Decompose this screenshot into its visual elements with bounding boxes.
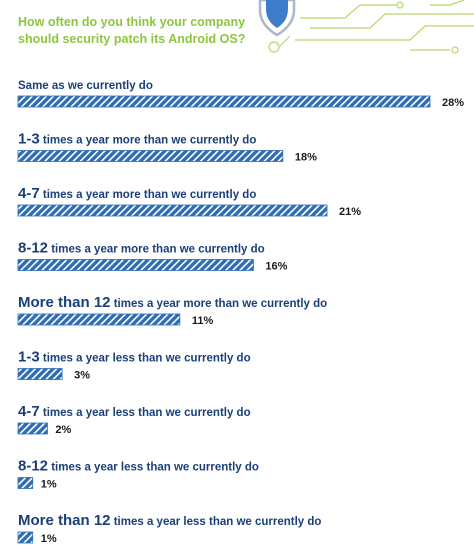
category-label-lead: More than 12 xyxy=(18,512,111,529)
category-label: Same as we currently do xyxy=(18,80,153,92)
value-label: 1% xyxy=(41,533,57,545)
category-label: 1-3 times a year less than we currently … xyxy=(18,349,251,366)
category-label-text: times a year more than we currently do xyxy=(40,189,257,201)
category-label-lead: 1-3 xyxy=(18,349,40,366)
category-label-lead: 4-7 xyxy=(18,403,40,420)
bar xyxy=(17,204,328,217)
category-label-lead: 8-12 xyxy=(18,240,48,257)
value-label: 18% xyxy=(295,152,317,164)
value-label: 1% xyxy=(41,479,57,491)
bar xyxy=(17,477,34,489)
category-label-lead: More than 12 xyxy=(18,294,111,311)
category-label-text: times a year more than we currently do xyxy=(111,298,328,310)
chart-title: How often do you think your company shou… xyxy=(18,15,246,46)
value-label: 21% xyxy=(339,206,361,218)
category-label-text: times a year less than we currently do xyxy=(48,462,259,474)
category-label: 1-3 times a year more than we currently … xyxy=(18,131,256,148)
shield-icon xyxy=(258,0,296,37)
category-label: More than 12 times a year more than we c… xyxy=(18,294,327,311)
bar xyxy=(17,422,48,435)
bar xyxy=(17,531,34,544)
value-label: 2% xyxy=(55,424,71,436)
category-label-text: times a year more than we currently do xyxy=(40,135,257,147)
category-label-lead: 8-12 xyxy=(18,458,48,475)
value-label: 28% xyxy=(442,97,464,109)
bar xyxy=(17,95,431,108)
category-label-text: times a year less than we currently do xyxy=(40,353,251,365)
shield-circuit-decoration xyxy=(258,0,474,54)
bar xyxy=(17,313,181,326)
value-label: 16% xyxy=(265,261,287,273)
category-label: 4-7 times a year more than we currently … xyxy=(18,185,256,202)
category-label-lead: 4-7 xyxy=(18,185,40,202)
category-label-lead: 1-3 xyxy=(18,131,40,148)
bar xyxy=(17,150,284,162)
category-label: 8-12 times a year less than we currently… xyxy=(18,458,259,475)
category-label: More than 12 times a year less than we c… xyxy=(18,512,321,529)
bar xyxy=(17,259,254,271)
category-label-text: times a year less than we currently do xyxy=(111,516,322,528)
category-label-text: times a year more than we currently do xyxy=(48,244,265,256)
category-label-text: times a year less than we currently do xyxy=(40,407,251,419)
category-label: 4-7 times a year less than we currently … xyxy=(18,403,251,420)
value-label: 11% xyxy=(192,315,214,327)
category-label-text: Same as we currently do xyxy=(18,80,153,92)
category-label: 8-12 times a year more than we currently… xyxy=(18,240,265,257)
value-label: 3% xyxy=(74,370,90,382)
bar xyxy=(17,368,63,380)
